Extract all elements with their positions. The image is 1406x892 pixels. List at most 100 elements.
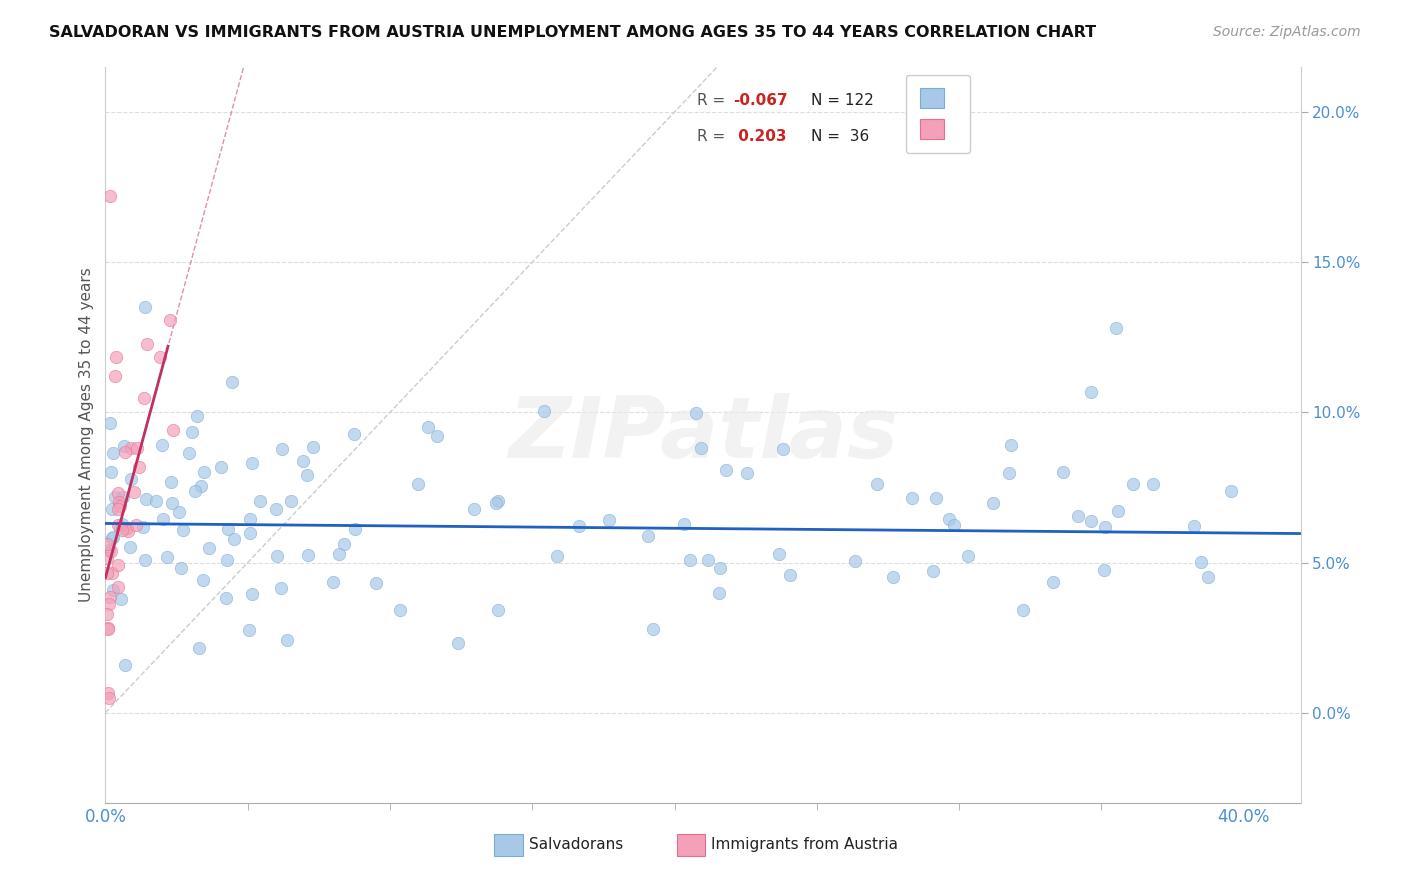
Text: N = 122: N = 122 — [810, 93, 873, 108]
Point — [150, 438, 173, 452]
Point — [198, 541, 221, 556]
Point — [270, 581, 292, 595]
Point — [180, 425, 202, 439]
Point — [127, 441, 149, 455]
Text: R =: R = — [697, 128, 725, 144]
Point — [120, 471, 142, 485]
Point — [938, 512, 960, 526]
Point — [222, 533, 245, 547]
Text: SALVADORAN VS IMMIGRANTS FROM AUSTRIA UNEMPLOYMENT AMONG AGES 35 TO 44 YEARS COR: SALVADORAN VS IMMIGRANTS FROM AUSTRIA UN… — [49, 25, 1097, 40]
Text: Salvadorans: Salvadorans — [529, 838, 623, 852]
Point — [172, 523, 194, 537]
Point — [145, 494, 167, 508]
Point — [101, 566, 124, 580]
Point — [943, 518, 966, 533]
Point — [333, 537, 356, 551]
Point — [193, 465, 215, 479]
Point — [242, 456, 264, 470]
Point — [96, 537, 118, 551]
Point — [239, 512, 262, 526]
Point — [291, 454, 314, 468]
Point — [679, 553, 702, 567]
Point — [125, 517, 148, 532]
Point — [1000, 438, 1022, 452]
Point — [1182, 519, 1205, 533]
Point — [685, 406, 707, 420]
Point — [110, 591, 132, 606]
Point — [103, 582, 125, 597]
Point — [96, 623, 118, 637]
Point — [108, 521, 131, 535]
Point — [112, 490, 135, 504]
Point — [128, 460, 150, 475]
Point — [107, 502, 129, 516]
Point — [103, 446, 125, 460]
Point — [240, 587, 263, 601]
Point — [121, 441, 143, 455]
Point — [162, 423, 184, 437]
Text: Source: ZipAtlas.com: Source: ZipAtlas.com — [1213, 25, 1361, 39]
Point — [1042, 574, 1064, 589]
Point — [709, 561, 731, 575]
Point — [416, 420, 439, 434]
Point — [114, 658, 136, 673]
Point — [238, 624, 260, 638]
Point — [104, 490, 127, 504]
Point — [118, 541, 141, 555]
Point — [406, 477, 429, 491]
Point — [107, 558, 129, 572]
Point — [485, 496, 508, 510]
Point — [221, 376, 243, 390]
Point — [112, 439, 135, 453]
Text: Immigrants from Austria: Immigrants from Austria — [711, 838, 898, 852]
Point — [249, 494, 271, 508]
Point — [114, 445, 136, 459]
Text: -0.067: -0.067 — [733, 93, 787, 108]
Point — [132, 391, 155, 405]
Legend: , : , — [905, 75, 970, 153]
Point — [179, 446, 201, 460]
Point — [98, 416, 121, 430]
Point — [1104, 321, 1126, 335]
Point — [108, 499, 131, 513]
Point — [322, 575, 344, 590]
Point — [900, 491, 922, 506]
Point — [186, 409, 208, 423]
Point — [122, 484, 145, 499]
Point — [637, 529, 659, 543]
Point — [1107, 504, 1129, 518]
Point — [169, 561, 191, 575]
Point — [276, 632, 298, 647]
Point — [100, 465, 122, 479]
Point — [115, 521, 138, 535]
Point — [184, 483, 207, 498]
Point — [696, 553, 718, 567]
Point — [641, 622, 664, 636]
Point — [111, 517, 134, 532]
Point — [364, 576, 387, 591]
Point — [134, 300, 156, 314]
Point — [135, 337, 157, 351]
Point — [389, 603, 412, 617]
Point — [97, 691, 120, 706]
Point — [217, 523, 239, 537]
Point — [546, 549, 568, 564]
Point — [169, 504, 191, 518]
Point — [690, 442, 713, 456]
Point — [1052, 465, 1074, 479]
Point — [568, 519, 591, 533]
Point — [108, 495, 131, 509]
Point — [1067, 508, 1090, 523]
Point — [328, 547, 350, 561]
Point — [101, 501, 124, 516]
Point — [998, 467, 1021, 481]
Point — [707, 585, 730, 599]
Point — [280, 494, 302, 508]
Point — [533, 404, 555, 418]
FancyBboxPatch shape — [676, 834, 706, 855]
Point — [162, 496, 184, 510]
Point — [96, 607, 118, 621]
Point — [134, 553, 156, 567]
Point — [97, 686, 120, 700]
Point — [714, 463, 737, 477]
